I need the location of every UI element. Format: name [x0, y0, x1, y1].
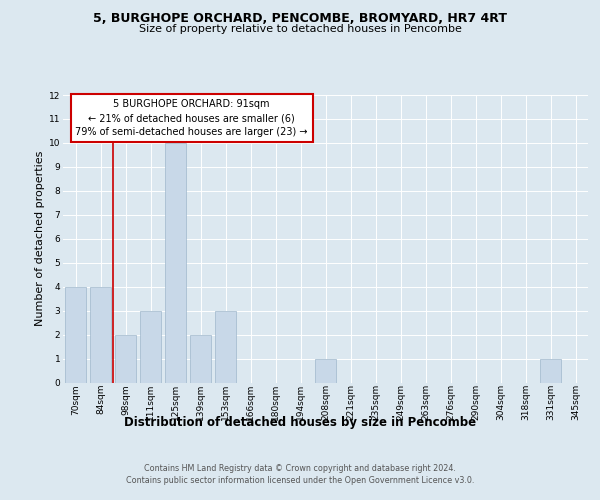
Y-axis label: Number of detached properties: Number of detached properties [35, 151, 44, 326]
Bar [215, 310, 236, 382]
Text: Size of property relative to detached houses in Pencombe: Size of property relative to detached ho… [139, 24, 461, 34]
Text: Distribution of detached houses by size in Pencombe: Distribution of detached houses by size … [124, 416, 476, 429]
Text: 5 BURGHOPE ORCHARD: 91sqm
← 21% of detached houses are smaller (6)
79% of semi-d: 5 BURGHOPE ORCHARD: 91sqm ← 21% of detac… [76, 100, 308, 138]
Bar [165, 143, 186, 382]
Bar [115, 334, 136, 382]
Bar [315, 358, 336, 382]
Text: Contains public sector information licensed under the Open Government Licence v3: Contains public sector information licen… [126, 476, 474, 485]
Bar [140, 310, 161, 382]
Bar [65, 286, 86, 382]
Text: 5, BURGHOPE ORCHARD, PENCOMBE, BROMYARD, HR7 4RT: 5, BURGHOPE ORCHARD, PENCOMBE, BROMYARD,… [93, 12, 507, 26]
Text: Contains HM Land Registry data © Crown copyright and database right 2024.: Contains HM Land Registry data © Crown c… [144, 464, 456, 473]
Bar [190, 334, 211, 382]
Bar [90, 286, 111, 382]
Bar [540, 358, 561, 382]
